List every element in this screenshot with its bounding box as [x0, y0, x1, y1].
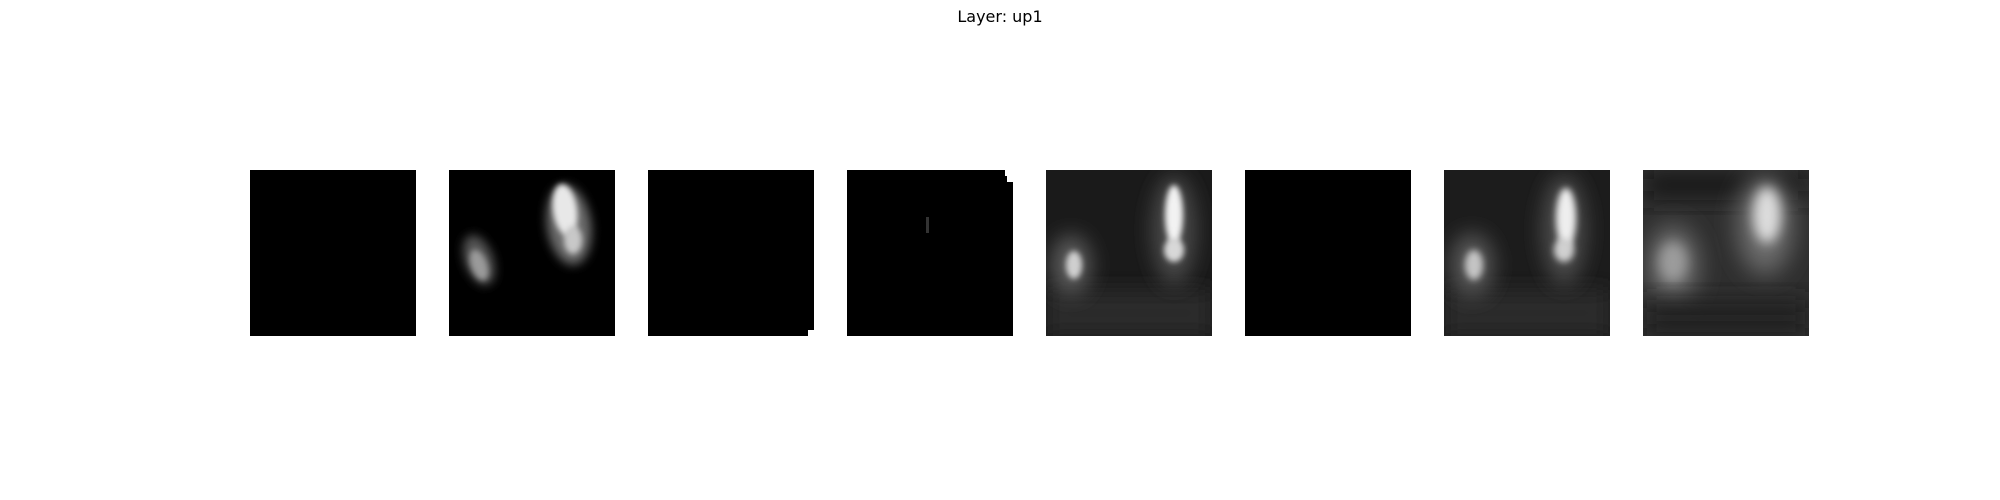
feature-map-grid — [250, 170, 1809, 336]
feature-map-panel-5 — [1046, 170, 1212, 336]
feature-map-panel-6 — [1245, 170, 1411, 336]
feature-map-panel-3 — [648, 170, 814, 336]
feature-map-panel-4 — [847, 170, 1013, 336]
feature-map-panel-7 — [1444, 170, 1610, 336]
feature-map-panel-2 — [449, 170, 615, 336]
figure-title: Layer: up1 — [957, 7, 1043, 26]
feature-map-panel-8 — [1643, 170, 1809, 336]
feature-map-panel-1 — [250, 170, 416, 336]
